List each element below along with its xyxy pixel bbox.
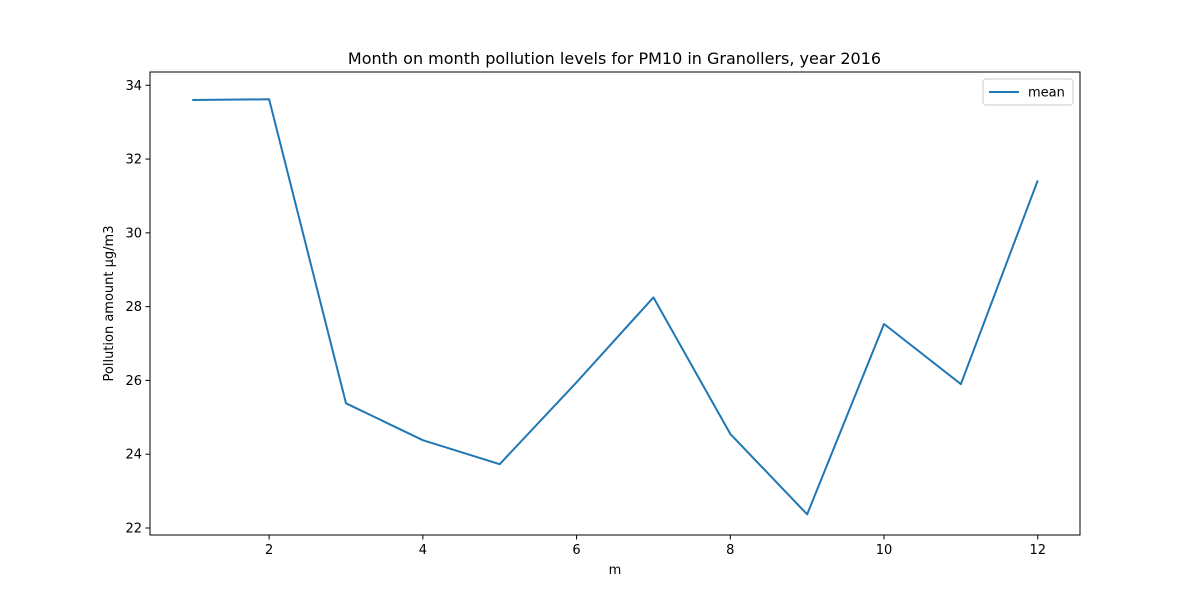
x-tick-label: 2 [265,543,273,558]
series-line-mean [192,98,1039,516]
y-tick-label: 30 [125,226,142,241]
plot-frame [149,71,1081,536]
legend-label-mean: mean [1028,86,1065,101]
x-tick-label: 10 [876,543,893,558]
chart-title: Month on month pollution levels for PM10… [348,49,881,68]
y-tick-label: 32 [125,153,142,168]
y-axis-label: Pollution amount µg/m3 [102,226,117,382]
x-tick-label: 6 [572,543,580,558]
legend: mean [982,78,1074,106]
plot-area [150,72,1080,535]
y-tick-label: 22 [125,521,142,536]
y-axis-ticks: 22 24 26 28 30 32 34 [125,79,150,536]
y-tick-label: 28 [125,300,142,315]
x-tick-label: 8 [726,543,734,558]
y-tick-label: 24 [125,448,142,463]
x-axis-label: m [609,563,622,578]
x-axis-ticks: 2 4 6 8 10 12 [265,535,1046,558]
x-tick-label: 12 [1029,543,1046,558]
y-tick-label: 26 [125,374,142,389]
legend-box [982,78,1074,106]
x-tick-label: 4 [419,543,427,558]
y-tick-label: 34 [125,79,142,94]
series-layer [192,98,1039,516]
